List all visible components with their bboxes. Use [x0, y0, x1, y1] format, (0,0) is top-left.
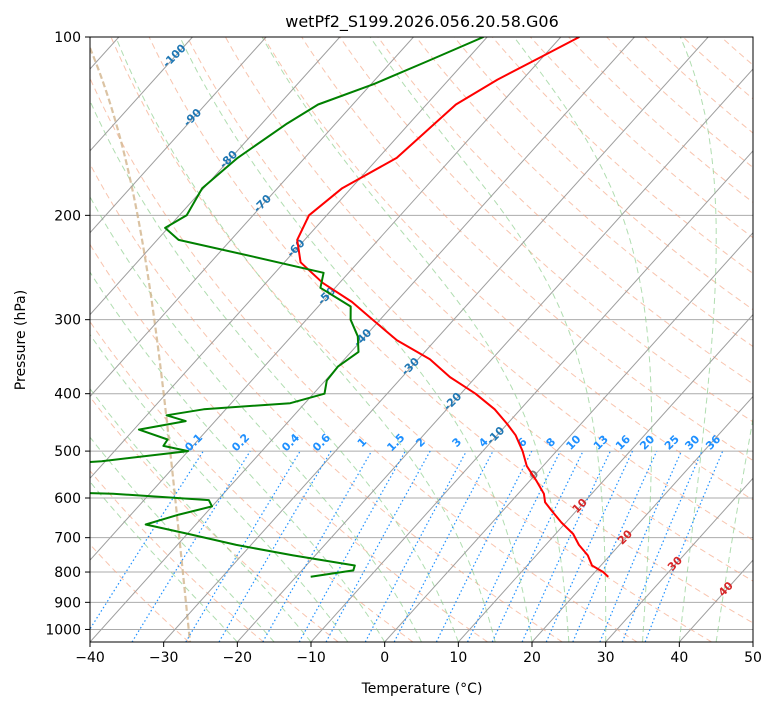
x-tick-label: 30: [597, 650, 615, 666]
mixing-ratio-line: [599, 450, 682, 642]
mixing-ratio-lines: [90, 450, 724, 642]
y-tick-label: 600: [54, 491, 81, 507]
profile-series: [90, 37, 609, 578]
isotherm-line: [90, 37, 341, 316]
isotherm-line: [90, 37, 562, 561]
y-tick-label: 200: [54, 208, 81, 224]
isotherm-line: [384, 231, 753, 642]
dry-adiabat-line: [453, 37, 753, 311]
moist-adiabat-line: [369, 37, 607, 642]
y-tick-label: 900: [54, 595, 81, 611]
dry-adiabat-line: [110, 37, 712, 642]
dry-adiabat-line: [148, 37, 753, 624]
y-tick-label: 800: [54, 565, 81, 581]
isotherm-line: [531, 395, 753, 642]
dewpoint-line: [90, 37, 484, 578]
x-tick-label: −20: [223, 650, 253, 666]
dry-adiabat-line: [90, 470, 264, 642]
mixing-ratio-line: [90, 450, 204, 631]
x-tick-label: 0: [380, 650, 389, 666]
isotherm-line: [310, 150, 753, 642]
dry-adiabats: [90, 37, 753, 642]
isotherm-line: [457, 313, 753, 642]
plot-frame: [89, 36, 754, 643]
moist-adiabat-line: [678, 37, 717, 642]
moist-adiabat-line: [261, 37, 570, 642]
isotherm-line: [605, 477, 753, 642]
plot-area: -100-90-80-70-60-50-40-30-20-10010203040…: [90, 37, 753, 642]
moist-adiabats: [90, 37, 753, 642]
mixing-ratio-line: [131, 450, 251, 642]
y-axis: 100 200 300 400 500 600 700 800 900 1000: [45, 30, 90, 638]
y-tick-label: 300: [54, 313, 81, 329]
x-tick-label: 50: [744, 650, 762, 666]
isotherm-line: [90, 37, 488, 480]
mixing-ratio-line: [572, 450, 658, 642]
mixing-ratio-line: [621, 450, 703, 642]
dry-adiabat-line: [90, 243, 488, 642]
x-tick-label: 20: [523, 650, 541, 666]
y-tick-label: 500: [54, 444, 81, 460]
temperature-line: [296, 37, 609, 578]
x-axis: −40 −30 −20 −10 0 10 20 30 40 50: [75, 642, 762, 666]
x-tick-label: −30: [149, 650, 179, 666]
isotherm-line: [90, 37, 267, 234]
mixing-ratio-line: [435, 450, 533, 642]
y-tick-label: 1000: [45, 622, 81, 638]
moist-adiabat-line: [90, 333, 349, 642]
mixing-ratio-line: [325, 450, 431, 642]
dry-adiabat-line: [90, 396, 339, 642]
moist-adiabat-line: [715, 416, 753, 642]
mixing-ratio-line: [545, 450, 634, 642]
isotherm-line: [236, 68, 753, 642]
x-tick-label: −40: [75, 650, 105, 666]
x-tick-label: 40: [670, 650, 688, 666]
isotherm-line: [163, 37, 709, 642]
x-tick-label: 10: [449, 650, 467, 666]
moist-adiabat-line: [115, 37, 496, 642]
dry-adiabat-line: [377, 37, 753, 385]
x-tick-label: −10: [296, 650, 326, 666]
moist-adiabat-line: [90, 99, 459, 642]
isotherm-line: [90, 37, 635, 642]
moist-adiabat-line: [90, 481, 238, 642]
isotherm-grid: [90, 37, 753, 642]
x-axis-title: Temperature (°C): [361, 681, 483, 697]
y-tick-label: 400: [54, 387, 81, 403]
chart-title: wetPf2_S199.2026.056.20.58.G06: [285, 12, 559, 32]
y-tick-label: 100: [54, 30, 81, 46]
y-axis-title: Pressure (hPa): [13, 290, 29, 390]
isotherm-line: [90, 37, 414, 398]
moist-adiabat-line: [179, 37, 533, 642]
mixing-ratio-line: [364, 450, 467, 642]
dry-adiabat-line: [90, 163, 563, 642]
mixing-ratio-line: [644, 450, 724, 642]
dry-adiabat-line: [90, 543, 190, 642]
moist-adiabat-line: [90, 271, 386, 642]
moist-adiabat-line: [90, 436, 275, 642]
dry-adiabat-line: [415, 37, 753, 348]
y-tick-label: 700: [54, 531, 81, 547]
moist-adiabat-line: [513, 37, 653, 642]
isotherm-line: [90, 37, 193, 152]
reference-curve: [90, 47, 192, 642]
